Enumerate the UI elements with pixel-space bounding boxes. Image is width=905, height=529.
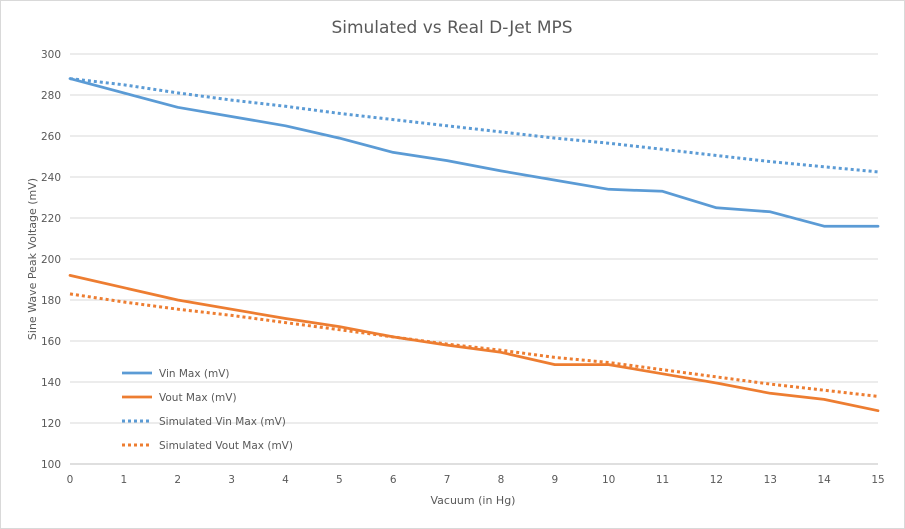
y-axis-label: Sine Wave Peak Voltage (mV): [26, 178, 39, 340]
series-line-1: [68, 77, 880, 228]
gridlines: [70, 53, 878, 465]
x-tick-label: 1: [121, 474, 128, 486]
x-tick-label: 0: [67, 474, 74, 486]
y-tick-label: 100: [41, 459, 61, 471]
series-line-2: [68, 274, 880, 413]
x-tick-label: 2: [174, 474, 181, 486]
x-tick-label: 13: [764, 474, 777, 486]
x-tick-label: 3: [228, 474, 235, 486]
y-tick-label: 240: [41, 172, 61, 184]
legend-label: Simulated Vout Max (mV): [159, 440, 293, 452]
x-tick-label: 7: [444, 474, 451, 486]
series-line-4: [69, 292, 879, 398]
x-tick-label: 9: [551, 474, 558, 486]
y-tick-label: 140: [41, 377, 61, 389]
legend-label: Vout Max (mV): [159, 392, 237, 404]
y-tick-label: 260: [41, 131, 61, 143]
x-tick-label: 12: [710, 474, 723, 486]
y-tick-label: 160: [41, 336, 61, 348]
x-tick-label: 6: [390, 474, 397, 486]
x-axis-label: Vacuum (in Hg): [431, 494, 516, 507]
x-tick-label: 11: [656, 474, 669, 486]
legend-label: Simulated Vin Max (mV): [159, 416, 286, 428]
y-tick-label: 220: [41, 213, 61, 225]
y-tick-label: 200: [41, 254, 61, 266]
x-tick-label: 10: [602, 474, 615, 486]
legend-label: Vin Max (mV): [159, 368, 230, 380]
series-line-3: [69, 77, 879, 174]
y-tick-label: 120: [41, 418, 61, 430]
x-tick-label: 8: [498, 474, 505, 486]
x-tick-label: 15: [871, 474, 884, 486]
x-tick-label: 4: [282, 474, 289, 486]
legend: Vin Max (mV) Vout Max (mV) Simulated Vin M…: [122, 368, 293, 452]
y-tick-label: 300: [41, 49, 61, 61]
y-tick-label: 180: [41, 295, 61, 307]
x-tick-label: 14: [817, 474, 831, 486]
x-tick-label: 5: [336, 474, 343, 486]
y-tick-label: 280: [41, 90, 61, 102]
chart-title: Simulated vs Real D-Jet MPS: [331, 18, 572, 38]
series-lines: [68, 77, 880, 413]
